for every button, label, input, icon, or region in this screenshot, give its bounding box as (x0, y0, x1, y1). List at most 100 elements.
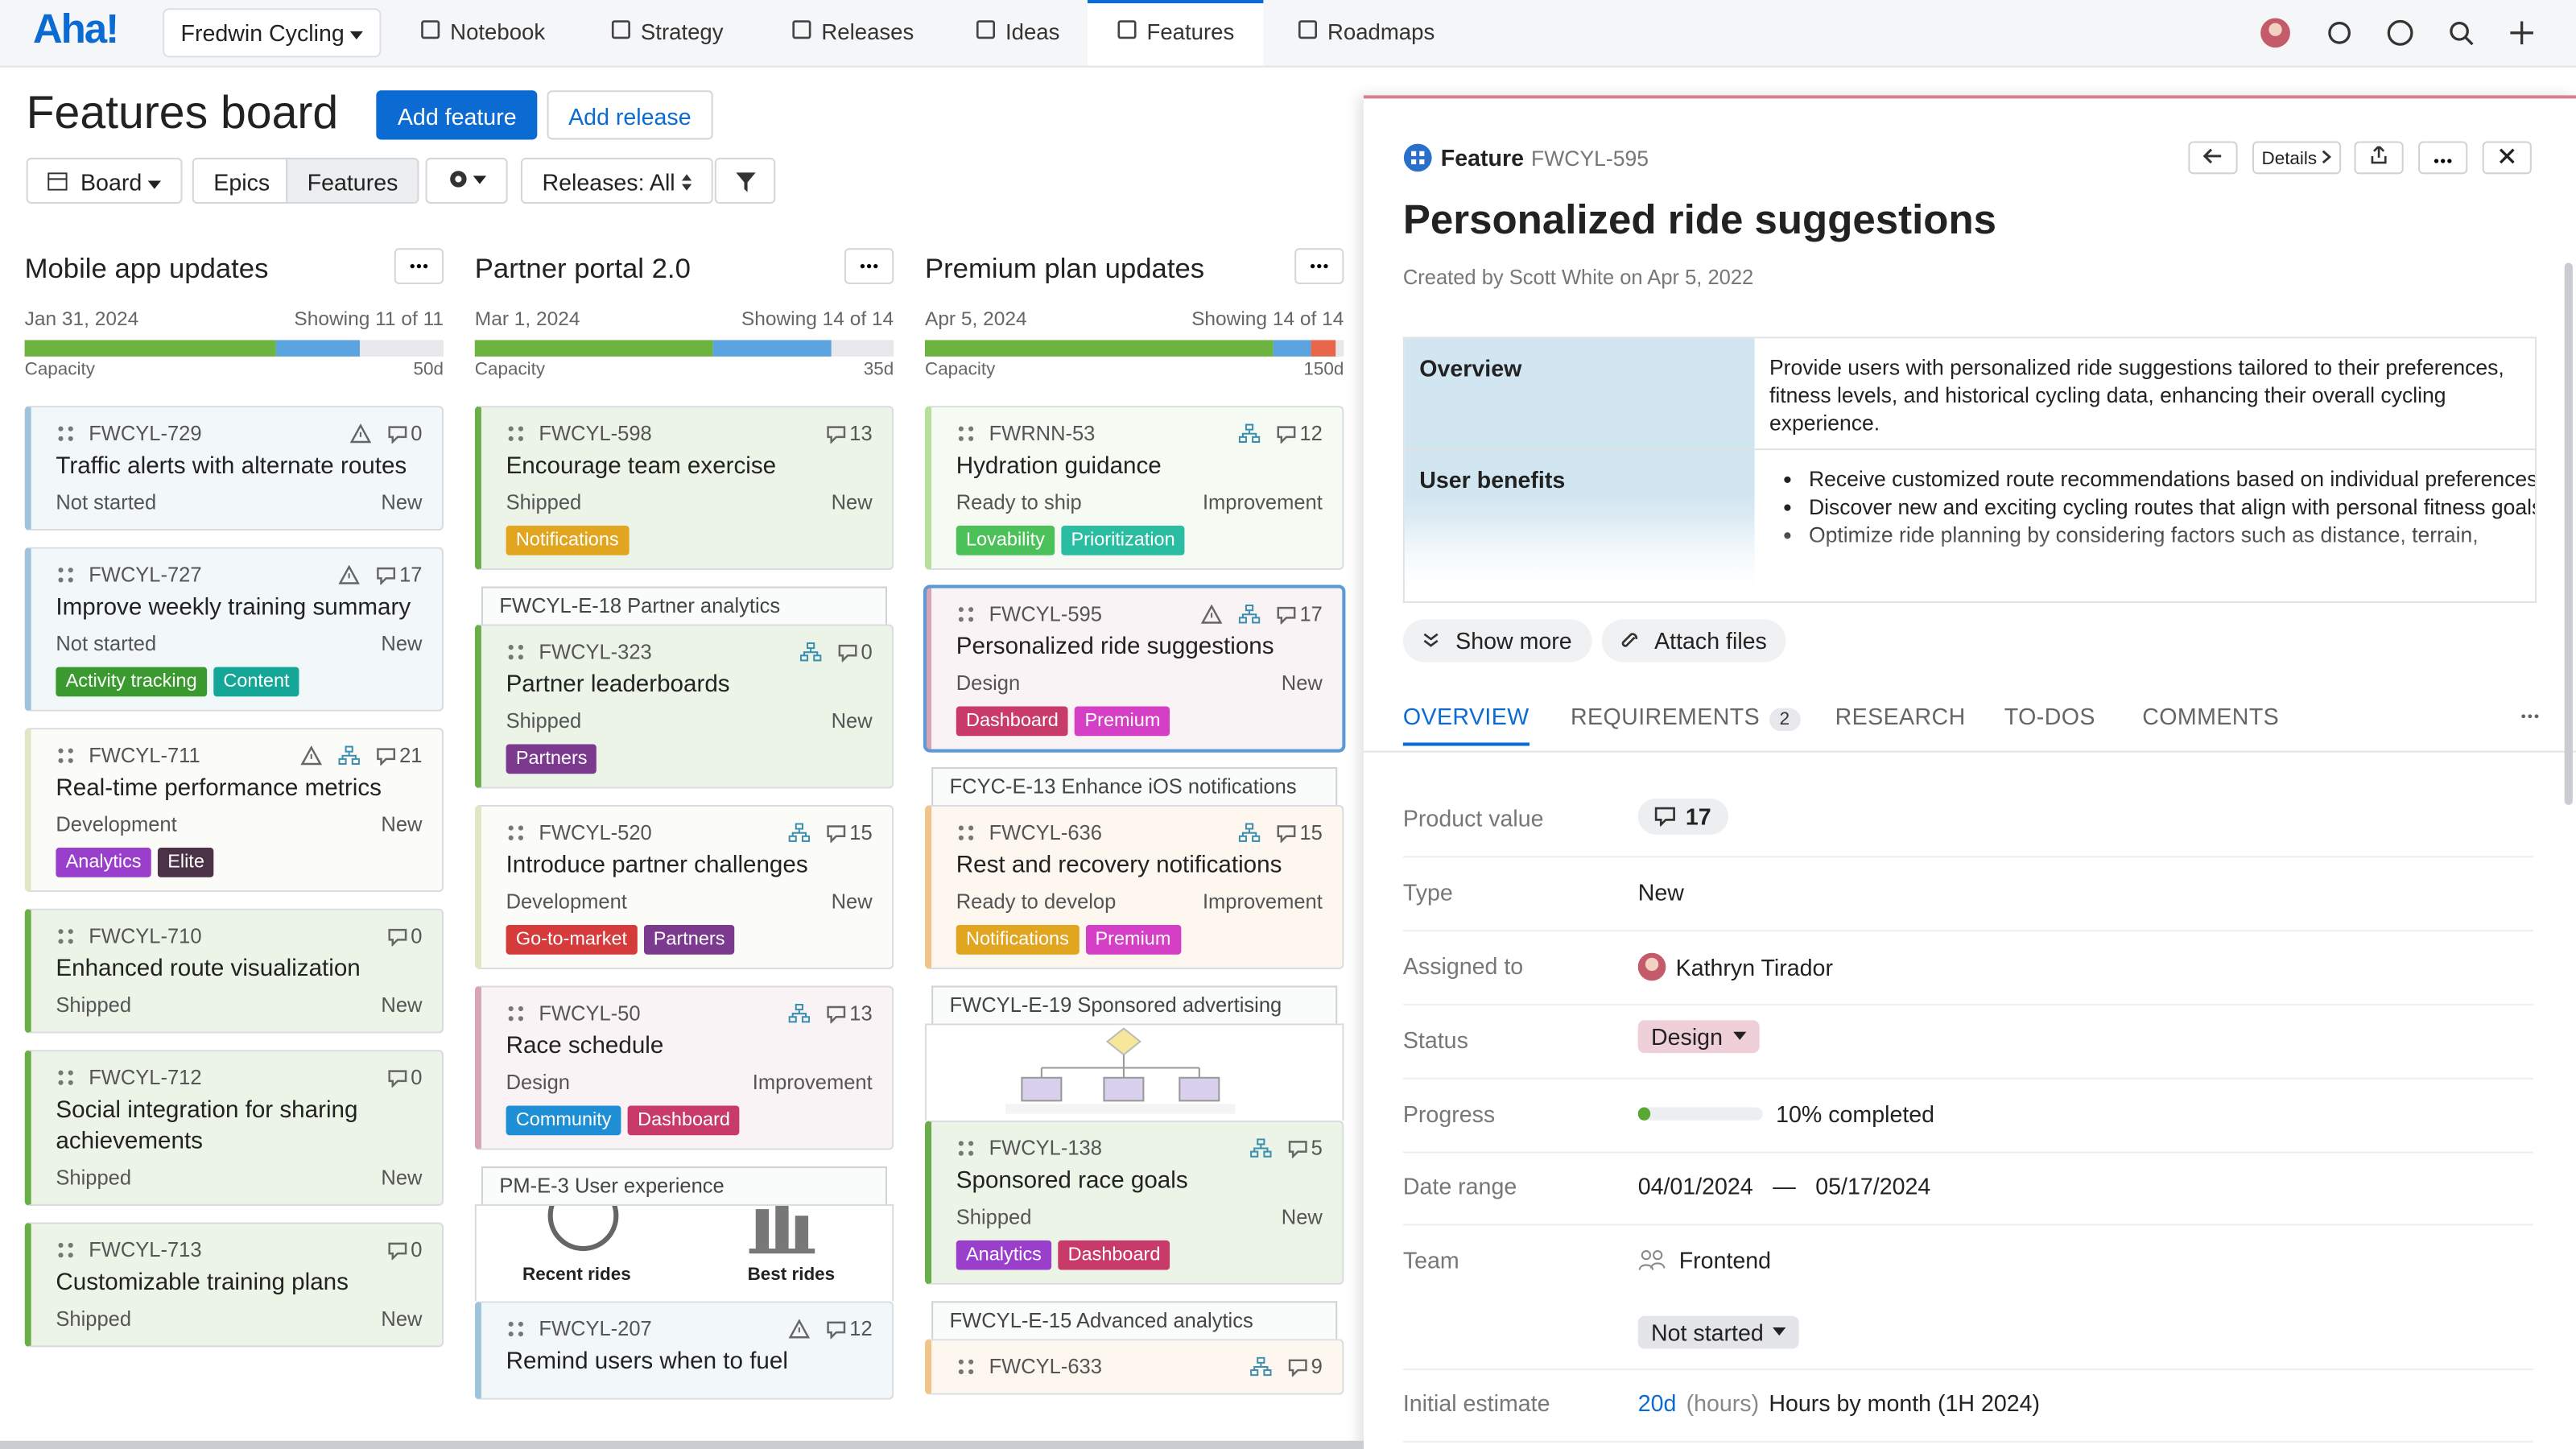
card-indicators: 13 (788, 1002, 873, 1025)
overview-text: Provide users with personalized ride sug… (1769, 354, 2504, 436)
feature-card[interactable]: FWRNN-53 12 Hydration guidance Ready to shi… (924, 406, 1344, 571)
feature-card[interactable]: FWCYL-713 0 Customizable training plans Shi… (24, 1222, 444, 1348)
tab-icon (1117, 19, 1137, 39)
feature-card[interactable]: FWCYL-138 5 Sponsored race goals Shipped New… (924, 1120, 1344, 1285)
product-value[interactable]: 17 (1637, 798, 1728, 835)
arrow-icon (2202, 148, 2222, 164)
column-menu[interactable] (844, 248, 894, 285)
score-icon (1277, 605, 1296, 624)
feature-card[interactable]: FWCYL-633 9 (924, 1339, 1344, 1395)
add-icon[interactable] (2510, 21, 2533, 45)
epic-header[interactable]: FWCYL-E-19 Sponsored advertising (931, 985, 1338, 1024)
tab-icon (611, 19, 630, 39)
detail-tab[interactable]: TO-DOS (2004, 703, 2095, 729)
tabs-more[interactable] (2520, 713, 2540, 720)
warning-icon-svg (349, 423, 372, 444)
feature-card[interactable]: FWCYL-598 13 Encourage team exercise Shippe… (474, 406, 894, 571)
feature-card[interactable]: FWCYL-520 15 Introduce partner challenges D… (474, 804, 894, 970)
card-tags: Notifications Premium (956, 924, 1323, 955)
feature-card[interactable]: FWCYL-712 0 Social integration for sharing… (24, 1050, 444, 1206)
card-header: FWCYL-633 9 (956, 1354, 1323, 1381)
feature-card[interactable]: FWCYL-595 17 Personalized ride suggestions… (923, 584, 1346, 753)
attach-files-button[interactable]: Attach files (1601, 619, 1787, 663)
assignee[interactable]: Kathryn Tirador (1637, 952, 1833, 981)
detail-tab[interactable]: OVERVIEW (1402, 703, 1530, 746)
type-value[interactable]: New (1637, 878, 1684, 906)
card-indicators: 0 (388, 1066, 422, 1089)
features-toggle[interactable]: Features (286, 157, 419, 204)
feature-card[interactable]: FWCYL-711 21 Real-time performance metrics… (24, 728, 444, 893)
more-button[interactable] (2418, 141, 2468, 175)
benefits-label: User benefits (1419, 466, 1566, 493)
feature-card[interactable]: FWCYL-729 0 Traffic alerts with alternate … (24, 406, 444, 531)
column-menu[interactable] (1294, 248, 1344, 285)
record-ref: FWCYL-595 (1531, 146, 1649, 171)
created-by: Created by Scott White on Apr 5, 2022 (1402, 266, 1754, 290)
nav-tab-label: Strategy (640, 19, 724, 45)
release-date: Jan 31, 2024 (24, 307, 139, 331)
show-more-label: Show more (1455, 627, 1572, 654)
attach-files-label: Attach files (1654, 627, 1767, 654)
team[interactable]: Frontend (1638, 1247, 1771, 1274)
epics-toggle[interactable]: Epics (192, 157, 291, 204)
team-status-pill[interactable]: Not started (1637, 1315, 1800, 1349)
card-indicators: 0 (388, 1239, 422, 1261)
settings-dropdown[interactable] (425, 157, 508, 204)
card-type: New (1281, 1205, 1323, 1229)
card-id: FWCYL-520 (506, 821, 652, 844)
date-range[interactable]: 04/01/2024 — 05/17/2024 (1638, 1173, 1931, 1199)
field-row: Assigned to Kathryn Tirador (1402, 931, 2533, 1005)
feature-card[interactable]: FWCYL-710 0 Enhanced route visualization Sh… (24, 908, 444, 1034)
board-view-button[interactable]: Board (26, 157, 184, 204)
detail-tab[interactable]: RESEARCH (1835, 703, 1966, 729)
epic-header[interactable]: FWCYL-E-18 Partner analytics (481, 586, 888, 625)
capacity-segment (474, 340, 714, 357)
progress[interactable]: 10% completed (1637, 1100, 1934, 1127)
feature-card[interactable]: FWCYL-50 13 Race schedule Design Improvement… (474, 985, 894, 1150)
nav-tab[interactable]: Releases (769, 0, 943, 64)
nav-tab[interactable]: Roadmaps (1275, 0, 1464, 64)
search-icon[interactable] (2450, 21, 2469, 41)
epic-header[interactable]: FWCYL-E-15 Advanced analytics (931, 1301, 1338, 1340)
estimate[interactable]: 20d (hours) Hours by month (1H 2024) (1638, 1390, 2040, 1417)
back-button[interactable] (2188, 141, 2238, 175)
card-header: FWCYL-713 0 (56, 1237, 422, 1264)
nav-tab[interactable]: Strategy (588, 0, 753, 64)
column-menu[interactable] (394, 248, 444, 285)
card-tags: Activity tracking Content (56, 667, 422, 697)
card-header: FWCYL-323 0 (506, 639, 873, 666)
add-feature-button[interactable]: Add feature (376, 90, 539, 140)
details-button[interactable]: Details (2252, 141, 2342, 175)
epic-header[interactable]: PM-E-3 User experience (481, 1166, 888, 1204)
board-label: Board (80, 169, 142, 196)
feature-card[interactable]: FWCYL-727 17 Improve weekly training summa… (24, 547, 444, 712)
drag-handle (506, 1319, 526, 1339)
show-more-button[interactable]: Show more (1402, 619, 1592, 663)
releases-filter[interactable]: Releases: All (520, 157, 713, 204)
feature-card[interactable]: FWCYL-636 15 Rest and recovery notificatio… (924, 804, 1344, 970)
share-button[interactable] (2354, 141, 2404, 175)
card-id: FWCYL-138 (956, 1137, 1102, 1160)
detail-tab[interactable]: COMMENTS (2142, 703, 2279, 729)
epic-header[interactable]: FCYC-E-13 Enhance iOS notifications (931, 767, 1338, 805)
card-id: FWCYL-711 (56, 744, 200, 767)
nav-tab[interactable]: Features (1088, 0, 1264, 66)
add-release-button[interactable]: Add release (547, 90, 713, 140)
hierarchy-icon (788, 823, 811, 842)
workspace-select[interactable]: Fredwin Cycling (163, 8, 382, 58)
detail-tab[interactable]: REQUIREMENTS 2 (1571, 703, 1800, 732)
status-pill[interactable]: Design (1637, 1020, 1759, 1054)
hierarchy-icon (799, 642, 822, 662)
filter-button[interactable] (714, 157, 776, 204)
feature-card[interactable]: FWCYL-323 0 Partner leaderboards Shipped New… (474, 624, 894, 789)
estimate-link[interactable]: Hours by month (1H 2024) (1769, 1389, 2041, 1417)
settings-icon[interactable] (2328, 21, 2351, 44)
dots-icon (1296, 250, 1342, 283)
nav-tab[interactable]: Notebook (398, 0, 575, 64)
logo[interactable]: Aha! (32, 6, 119, 53)
close-button[interactable] (2482, 141, 2532, 175)
feature-card[interactable]: FWCYL-207 12 Remind users when to fuel (474, 1301, 894, 1400)
help-icon[interactable] (2387, 19, 2413, 46)
comment-number: 15 (1299, 821, 1323, 844)
nav-tab[interactable]: Ideas (953, 0, 1089, 64)
